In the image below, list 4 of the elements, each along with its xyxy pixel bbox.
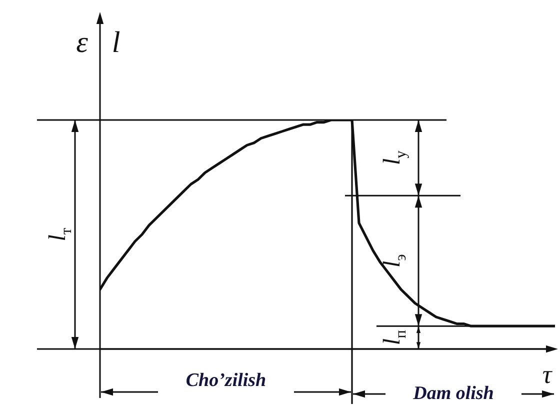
x-axis-title: τ [542, 360, 554, 389]
text: Dam olish [412, 383, 494, 404]
y-axis-title: ε l [76, 26, 120, 59]
text: Cho’zilish [186, 370, 266, 391]
